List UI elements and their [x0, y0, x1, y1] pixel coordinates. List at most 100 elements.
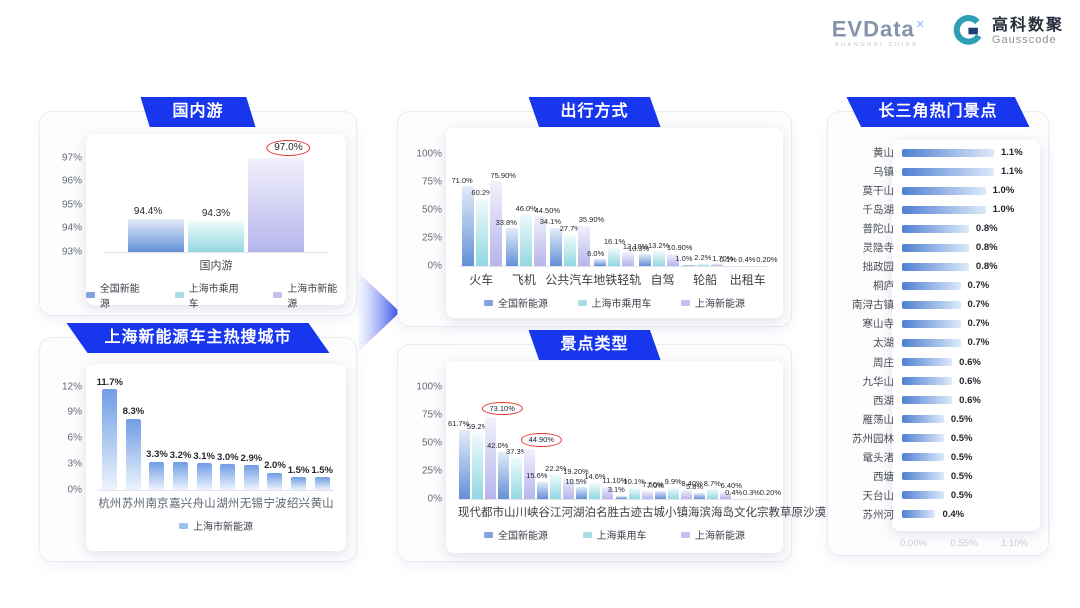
- hbar-row: 雁荡山 0.5%: [836, 413, 1036, 426]
- hbar-value: 0.7%: [967, 318, 990, 330]
- category-label: 轮船: [693, 273, 718, 287]
- bar-value-label: 3.3%: [146, 449, 168, 461]
- y-axis-tick: 100%: [416, 148, 442, 160]
- bar-value-label: 0.4%: [725, 488, 743, 498]
- category-label: 公共汽车: [545, 273, 594, 287]
- bar-value-label: 3.0%: [216, 451, 239, 463]
- hbar-label: 周庄: [873, 356, 894, 369]
- legend-label: 上海乘用车: [596, 531, 647, 542]
- panel-title: 景点类型: [560, 336, 629, 353]
- bar-group: 34.1% 27.7% 35.90%: [540, 154, 604, 266]
- bar: 44.90%: [520, 433, 563, 499]
- category-label: 江河湖泊: [550, 507, 596, 519]
- y-axis: 0% 25% 50% 75% 100%: [404, 149, 442, 272]
- bar: 42.0%: [487, 442, 510, 499]
- evdata-wordmark: EVData✕: [832, 14, 926, 40]
- bar: 3.1%: [193, 452, 215, 490]
- x-axis-tick: 0.00%: [900, 538, 927, 549]
- bar-value-label: 61.7%: [447, 419, 470, 429]
- bar: 7.50%: [641, 481, 664, 499]
- evdata-logo: EVData✕ SHANGHAI CHINA: [832, 14, 926, 49]
- hbar-label: 天台山: [862, 489, 895, 502]
- y-axis: 0% 25% 50% 75% 100%: [404, 382, 442, 505]
- bar: 6.40%: [719, 482, 742, 499]
- hbar-label: 莫干山: [862, 185, 895, 198]
- bar: 6.0%: [587, 250, 607, 266]
- bar-value-label: 14.6%: [584, 472, 606, 482]
- y-axis-tick: 94%: [61, 222, 82, 234]
- y-axis-tick: 97%: [61, 152, 82, 164]
- bar-group: 0.4% 0.3% 0.20%: [725, 387, 781, 499]
- bar-group: 15.6% 22.2% 19.20%: [526, 387, 589, 499]
- hbar: [902, 358, 953, 367]
- hbar: [902, 281, 961, 290]
- legend: 全国新能源 上海市乘用车 上海市新能源: [86, 280, 346, 310]
- bar-value-label: 0.3%: [742, 488, 760, 498]
- bar: 8.7%: [704, 480, 721, 499]
- legend-label: 全国新能源: [498, 531, 548, 542]
- category-label: 湖州: [216, 498, 240, 510]
- gausscode-mark-icon: [953, 15, 982, 45]
- bar-group: 5.8% 8.7% 6.40%: [686, 387, 742, 499]
- bar-group: 61.7% 59.2% 73.10%: [448, 387, 523, 499]
- bar-group: 10.3% 13.2% 10.90%: [628, 154, 692, 266]
- y-axis-tick: 12%: [61, 381, 82, 393]
- bar-value-label: 10.90%: [667, 243, 693, 253]
- bar-value-label: 37.3%: [506, 446, 528, 456]
- hbar: [902, 453, 944, 462]
- bar-value-label: 44.50%: [534, 205, 561, 215]
- hbar-value: 0.5%: [950, 451, 973, 463]
- hbar-row: 普陀山 0.8%: [836, 222, 1036, 235]
- bar-group: 11.7%: [96, 376, 124, 490]
- panel-title: 长三角热门景点: [878, 103, 998, 120]
- category-label: 文化宗教: [734, 507, 780, 519]
- bar-value-label: 94.3%: [201, 208, 231, 220]
- bar-value-label: 2.0%: [264, 460, 286, 472]
- y-axis-tick: 93%: [61, 246, 82, 258]
- circled-value-label: 97.0%: [266, 139, 311, 156]
- hbar: [902, 300, 961, 309]
- x-axis: 火车 飞机 公共汽车 地铁轻轨 自驾 轮船 出租车: [460, 267, 769, 288]
- bar-value-label: 1.0%: [675, 254, 693, 264]
- bar-value-label: 11.7%: [96, 376, 124, 388]
- evdata-text: EVData: [831, 16, 915, 42]
- plot-area: 94.4% 94.3% 97.0%: [104, 139, 328, 253]
- legend-swatch: [174, 292, 184, 298]
- evdata-subtitle: SHANGHAI CHINA: [834, 42, 919, 49]
- bar-group: 1.0% 2.2% 1.70%: [675, 154, 733, 266]
- hbar-row: 天台山 0.5%: [836, 489, 1036, 502]
- bar-value-label: 2.9%: [240, 452, 263, 464]
- bar-value-label: 11.10%: [602, 476, 628, 486]
- y-axis-tick: 75%: [421, 409, 442, 421]
- hbar-label: 雁荡山: [862, 413, 895, 426]
- y-axis-tick: 0%: [67, 484, 82, 496]
- legend-item: 全国新能源: [86, 280, 149, 310]
- bar: 2.9%: [241, 454, 262, 490]
- bar: 94.4%: [128, 207, 184, 252]
- bar-value-label: 8.3%: [122, 406, 145, 417]
- hbar-label: 乌镇: [873, 166, 894, 179]
- hbar-value: 0.7%: [967, 299, 990, 311]
- y-axis-tick: 25%: [421, 465, 442, 477]
- bar: 11.10%: [602, 477, 627, 499]
- bar-group: 94.4% 94.3% 97.0%: [104, 139, 328, 252]
- hbar-value: 0.8%: [975, 242, 998, 254]
- hbar-row: 西湖 0.6%: [836, 394, 1036, 407]
- bar-value-label: 8.40%: [681, 479, 703, 489]
- hbar-label: 黄山: [873, 147, 894, 159]
- bar-group: 8.3%: [122, 378, 146, 490]
- legend-item: 上海新能源: [681, 527, 745, 542]
- x-axis: 杭州 苏州 南京 嘉兴 舟山 湖州 无锡 宁波 绍兴 黄山: [98, 491, 334, 511]
- hbar-value: 1.1%: [1001, 147, 1023, 158]
- y-axis-tick: 95%: [61, 199, 82, 211]
- bar-value-label: 10.3%: [628, 243, 650, 253]
- hbar: [902, 510, 936, 519]
- bar: 5.8%: [686, 483, 705, 499]
- panel-hot-attractions: 长三角热门景点 黄山 1.1% 乌镇 1.1% 莫干山 1.0% 千岛湖 1.0% 普陀山 0.8…: [828, 97, 1048, 555]
- legend-label: 上海市新能源: [193, 522, 253, 533]
- category-label: 宁波: [263, 498, 287, 510]
- bar: 2.2%: [694, 254, 711, 266]
- y-axis-tick: 25%: [421, 232, 442, 244]
- legend: 全国新能源 上海市乘用车 上海新能源: [446, 295, 783, 310]
- hbar-row: 南浔古镇 0.7%: [836, 298, 1036, 311]
